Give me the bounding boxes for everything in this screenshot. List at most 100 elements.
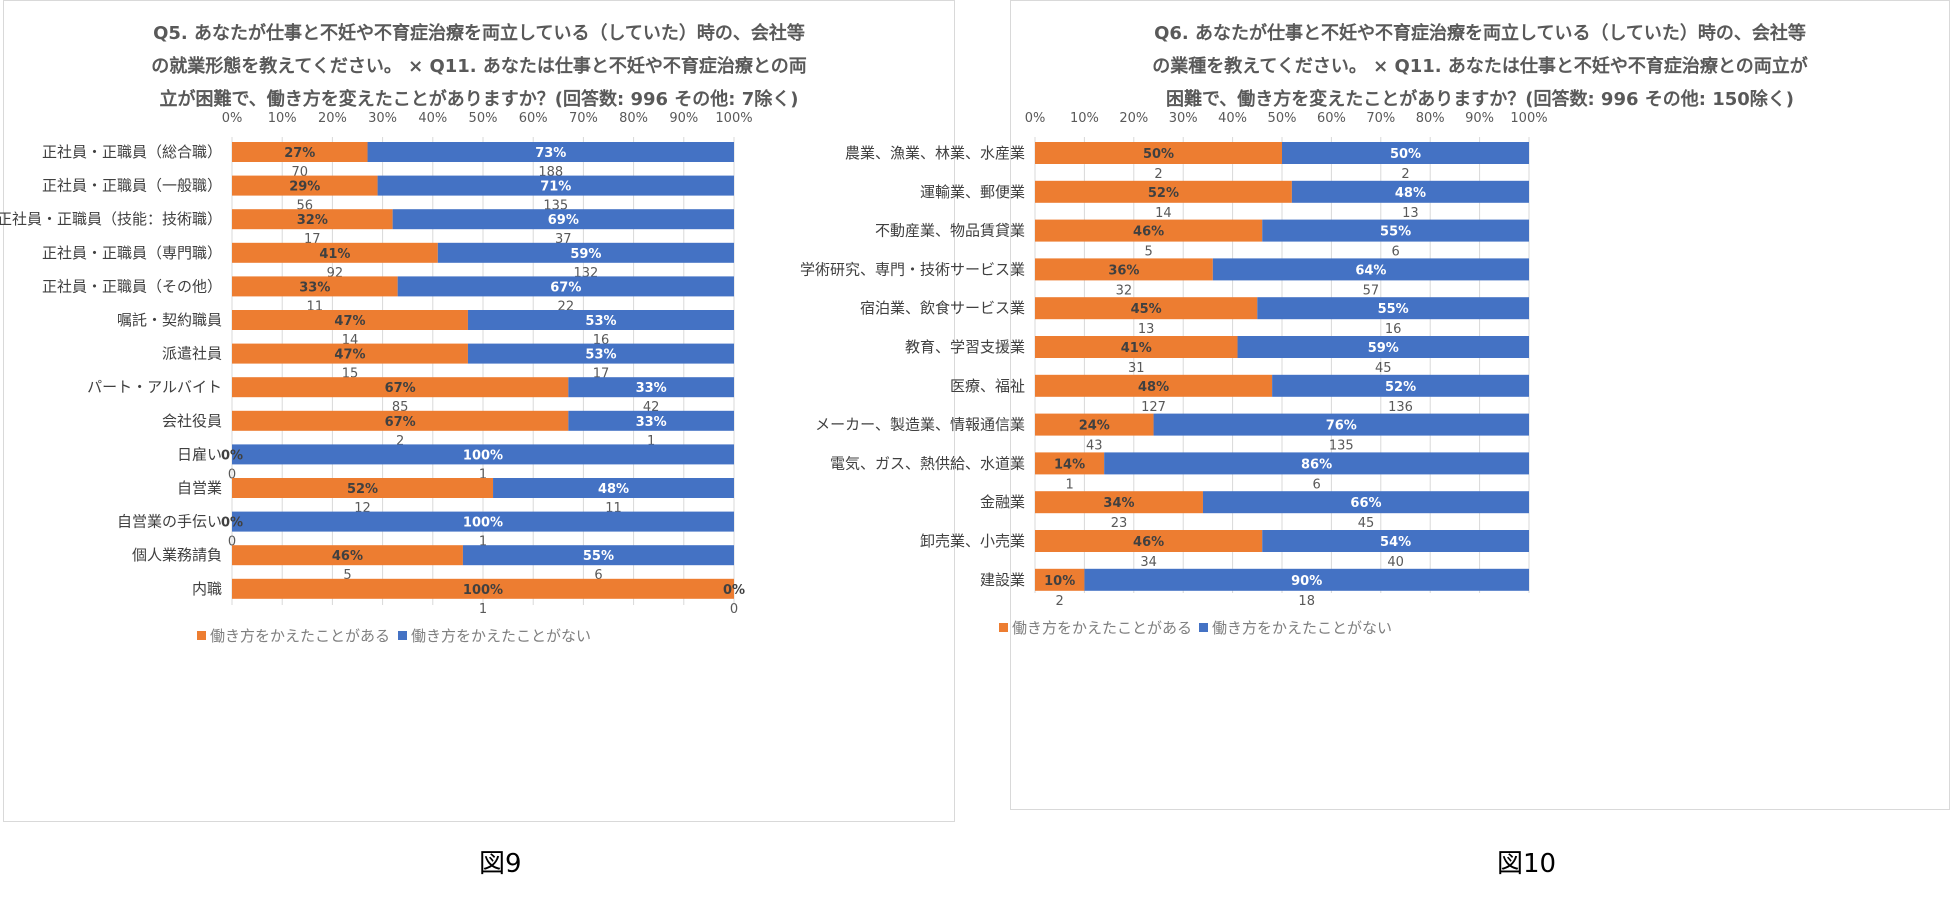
percent-label-changed: 46%: [1133, 225, 1164, 240]
category-label: 内職: [192, 580, 222, 598]
bar-chart-fig9: 0% 10% 20% 30% 40% 50% 60% 70% 80% 90% 100%正社員・正職員…: [0, 111, 753, 645]
figure-caption-fig10: 図10: [1497, 849, 1557, 879]
percent-label-changed: 24%: [1079, 419, 1110, 434]
bar-changed: [1035, 568, 1085, 591]
bar-changed: [1035, 258, 1213, 281]
percent-label-not-changed: 73%: [535, 146, 566, 161]
x-tick-label: 30%: [1169, 111, 1198, 126]
bar-not-changed: [1262, 219, 1529, 242]
percent-label-not-changed: 71%: [540, 180, 571, 195]
count-label-not-changed: 6: [1391, 245, 1399, 260]
percent-label-not-changed: 100%: [463, 516, 503, 531]
count-label-not-changed: 18: [1298, 594, 1315, 609]
percent-label-changed: 0%: [221, 516, 243, 531]
bar-changed: [232, 478, 494, 498]
count-label-not-changed: 1: [479, 467, 487, 482]
percent-label-not-changed: 33%: [636, 415, 667, 430]
percent-label-changed: 67%: [385, 381, 416, 396]
chart-title: Q5. あなたが仕事と不妊や不育症治療を両立している（していた）時の、会社等 の…: [4, 17, 954, 116]
category-label: 卸売業、小売業: [920, 532, 1025, 550]
x-tick-label: 50%: [469, 111, 498, 126]
x-tick-label: 10%: [1070, 111, 1099, 126]
bar-not-changed: [1237, 336, 1529, 358]
count-label-changed: 5: [343, 568, 351, 583]
bar-not-changed: [1153, 413, 1529, 436]
category-label: 正社員・正職員（技能：技術職）: [0, 210, 222, 228]
count-label-changed: 1: [1065, 477, 1073, 492]
count-label-changed: 32: [1116, 283, 1133, 298]
percent-label-not-changed: 0%: [723, 583, 745, 598]
count-label-changed: 13: [1138, 322, 1155, 337]
percent-label-not-changed: 55%: [1378, 302, 1409, 317]
count-label-not-changed: 6: [1312, 477, 1320, 492]
percent-label-not-changed: 33%: [636, 381, 667, 396]
x-tick-label: 100%: [1510, 111, 1547, 126]
bar-not-changed: [1272, 374, 1529, 397]
percent-label-not-changed: 52%: [1385, 380, 1416, 395]
title-line: の就業形態を教えてください。 × Q11. あなたは仕事と不妊や不育症治療との両: [151, 56, 807, 77]
title-line: 困難で、働き方を変えたことがありますか？(回答数: 996 その他: 150除く…: [1165, 89, 1795, 110]
bar-not-changed: [1262, 530, 1529, 552]
category-label: 正社員・正職員（専門職）: [42, 244, 222, 262]
count-label-changed: 23: [1111, 516, 1128, 531]
count-label-not-changed: 135: [1329, 439, 1354, 454]
percent-label-changed: 46%: [1133, 535, 1164, 550]
percent-label-not-changed: 90%: [1291, 574, 1322, 589]
percent-label-not-changed: 69%: [548, 213, 579, 228]
percent-label-changed: 50%: [1143, 147, 1174, 162]
category-label: 宿泊業、飲食サービス業: [860, 299, 1025, 317]
count-label-changed: 0: [228, 467, 236, 482]
bar-not-changed: [392, 209, 734, 230]
legend-swatch-changed: [197, 631, 206, 640]
bar-not-changed: [462, 545, 734, 566]
percent-label-changed: 14%: [1054, 457, 1085, 472]
percent-label-changed: 33%: [299, 280, 330, 295]
count-label-changed: 2: [1056, 594, 1064, 609]
bar-changed: [232, 343, 468, 364]
count-label-changed: 5: [1144, 245, 1152, 260]
x-tick-label: 20%: [1119, 111, 1148, 126]
category-label: 不動産業、物品賃貸業: [875, 222, 1025, 240]
x-tick-label: 100%: [715, 111, 752, 126]
figure-caption-fig9: 図9: [479, 849, 522, 879]
bar-not-changed: [1104, 452, 1529, 475]
count-label-changed: 43: [1086, 439, 1103, 454]
bar-changed: [232, 209, 393, 230]
legend-label-not-changed: 働き方をかえたことがない: [411, 627, 591, 645]
count-label-changed: 2: [396, 434, 404, 449]
bar-changed: [1035, 142, 1282, 164]
category-label: 教育、学習支援業: [905, 338, 1025, 356]
bar-changed: [1035, 530, 1263, 552]
bar-changed: [232, 142, 368, 162]
x-tick-label: 80%: [1416, 111, 1445, 126]
bar-not-changed: [1291, 180, 1529, 203]
bar-changed: [1035, 180, 1292, 203]
legend-label-not-changed: 働き方をかえたことがない: [1212, 619, 1392, 637]
percent-label-changed: 48%: [1138, 380, 1169, 395]
percent-label-changed: 52%: [347, 482, 378, 497]
x-tick-label: 70%: [1366, 111, 1395, 126]
bar-changed: [232, 545, 463, 566]
bar-changed: [232, 377, 569, 398]
count-label-not-changed: 6: [594, 568, 602, 583]
count-label-changed: 1: [479, 602, 487, 617]
category-label: 自営業: [177, 479, 222, 497]
category-label: メーカー、製造業、情報通信業: [815, 416, 1025, 434]
bar-not-changed: [377, 175, 734, 196]
bar-not-changed: [467, 343, 734, 364]
percent-label-changed: 34%: [1103, 496, 1134, 511]
category-label: 農業、漁業、林業、水産業: [845, 144, 1025, 162]
category-label: 個人業務請負: [132, 546, 222, 564]
x-tick-label: 0%: [1025, 111, 1046, 126]
percent-label-not-changed: 55%: [1380, 225, 1411, 240]
x-tick-label: 70%: [569, 111, 598, 126]
percent-label-not-changed: 59%: [1368, 341, 1399, 356]
percent-label-changed: 29%: [289, 180, 320, 195]
bar-changed: [1035, 413, 1154, 436]
percent-label-not-changed: 53%: [585, 314, 616, 329]
count-label-not-changed: 1: [479, 535, 487, 550]
title-line: Q5. あなたが仕事と不妊や不育症治療を両立している（していた）時の、会社等: [153, 23, 805, 44]
bar-changed: [1035, 336, 1238, 358]
percent-label-not-changed: 59%: [570, 247, 601, 262]
category-label: 会社役員: [162, 412, 222, 430]
